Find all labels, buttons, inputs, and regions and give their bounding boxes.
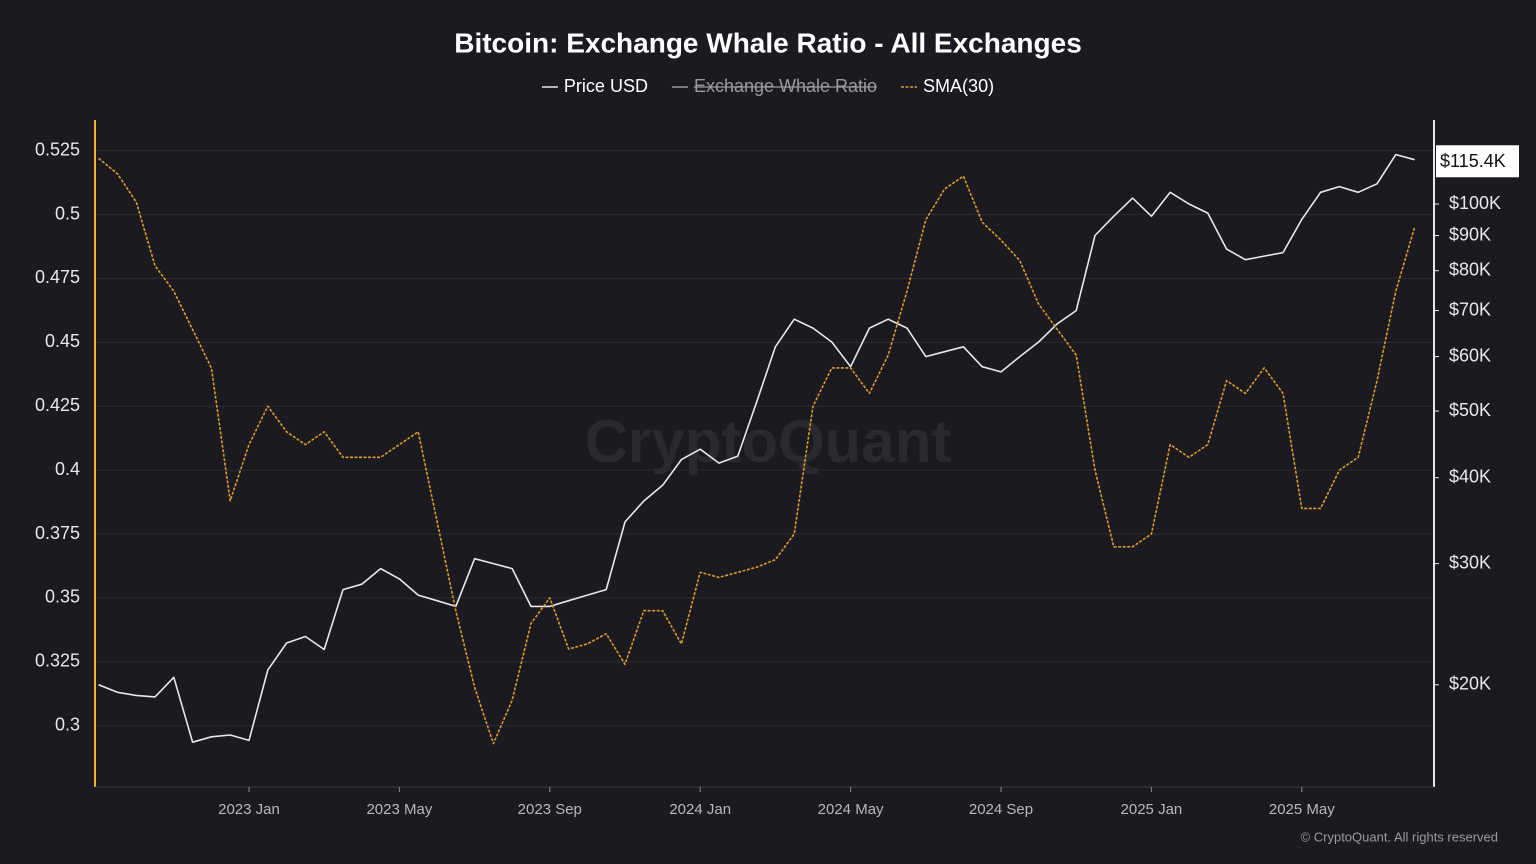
x-tick-label: 2024 Jan xyxy=(669,801,731,818)
y2-tick-label: $40K xyxy=(1449,466,1491,486)
watermark: CryptoQuant xyxy=(585,408,952,475)
y-tick-label: 0.425 xyxy=(35,395,80,415)
y-tick-label: 0.35 xyxy=(45,587,80,607)
x-tick-label: 2025 Jan xyxy=(1121,801,1183,818)
y-tick-label: 0.3 xyxy=(55,714,80,734)
x-tick-label: 2023 May xyxy=(366,801,432,818)
y2-tick-label: $30K xyxy=(1449,552,1491,572)
legend: Price USD Exchange Whale Ratio SMA(30) xyxy=(541,76,994,96)
x-tick-label: 2023 Sep xyxy=(518,801,582,818)
chart-title: Bitcoin: Exchange Whale Ratio - All Exch… xyxy=(454,27,1082,58)
y2-tick-label: $60K xyxy=(1449,345,1491,365)
legend-label: Exchange Whale Ratio xyxy=(694,76,877,96)
y-tick-label: 0.5 xyxy=(55,203,80,223)
legend-label: SMA(30) xyxy=(923,76,994,96)
y2-tick-label: $70K xyxy=(1449,299,1491,319)
copyright: © CryptoQuant. All rights reserved xyxy=(1301,829,1498,844)
series-line xyxy=(98,157,1416,745)
y2-tick-label: $20K xyxy=(1449,673,1491,693)
x-tick-label: 2024 Sep xyxy=(969,801,1033,818)
y2-tick-label: $50K xyxy=(1449,400,1491,420)
y-tick-label: 0.375 xyxy=(35,523,80,543)
y-tick-label: 0.525 xyxy=(35,139,80,159)
y2-tick-label: $100K xyxy=(1449,193,1501,213)
y2-tick-label: $90K xyxy=(1449,224,1491,244)
y2-tick-label: $80K xyxy=(1449,259,1491,279)
x-tick-label: 2023 Jan xyxy=(218,801,280,818)
legend-label: Price USD xyxy=(564,76,648,96)
price-tag xyxy=(1436,145,1519,178)
x-tick-label: 2025 May xyxy=(1269,801,1335,818)
y-tick-label: 0.4 xyxy=(55,459,80,479)
y-tick-label: 0.325 xyxy=(35,651,80,671)
y-tick-label: 0.475 xyxy=(35,267,80,287)
x-tick-label: 2024 May xyxy=(818,801,884,818)
y-tick-label: 0.45 xyxy=(45,331,80,351)
price-tag-label: $115.4K xyxy=(1440,151,1506,171)
series-line xyxy=(98,153,1415,743)
